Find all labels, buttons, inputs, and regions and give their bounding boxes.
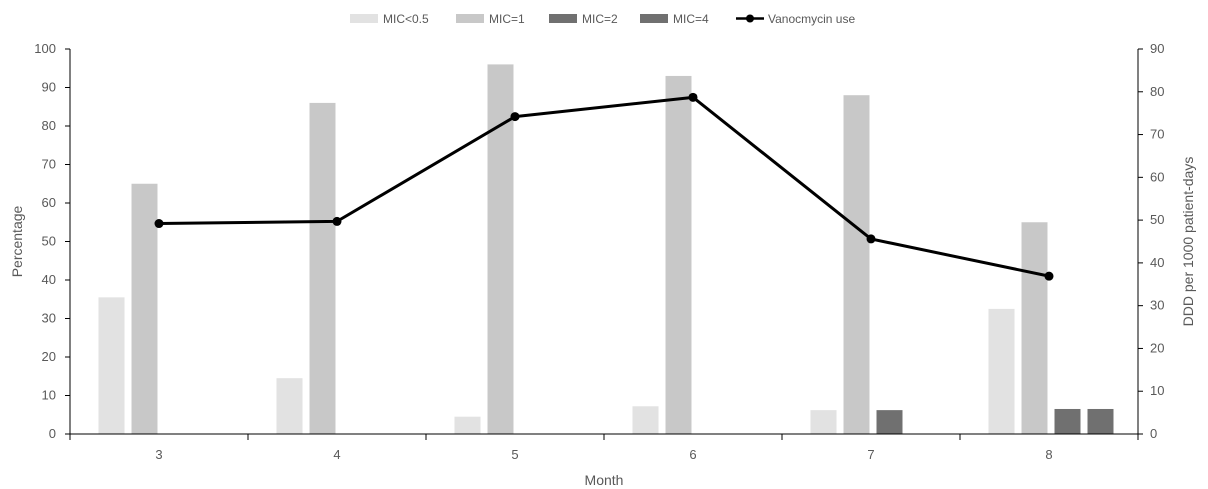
bar-mic-1 bbox=[309, 102, 336, 435]
y-tick-label: 90 bbox=[42, 80, 56, 95]
legend-label: MIC=4 bbox=[673, 12, 709, 26]
y-tick-label: 80 bbox=[42, 118, 56, 133]
bar-mic-1 bbox=[131, 183, 158, 434]
y-tick-label: 20 bbox=[42, 349, 56, 364]
line-point bbox=[1044, 271, 1054, 281]
legend-swatch bbox=[549, 14, 577, 23]
bar-mic-0-5 bbox=[988, 308, 1015, 434]
x-tick-label: 3 bbox=[155, 447, 162, 462]
ticks-layer: 0 10 20 30 40 50 60 70 80 90 100 0 10 20 30 40 50 60 70 80 9… bbox=[34, 41, 1164, 462]
legend-marker bbox=[746, 14, 754, 23]
x-tick-label: 4 bbox=[333, 447, 340, 462]
y2-tick-label: 90 bbox=[1150, 41, 1164, 56]
line-point bbox=[510, 112, 520, 122]
legend-swatch bbox=[456, 14, 484, 23]
y2-tick-label: 0 bbox=[1150, 426, 1157, 441]
bar-mic-4 bbox=[1087, 408, 1114, 434]
bar-mic-1 bbox=[843, 95, 870, 434]
legend-swatch bbox=[640, 14, 668, 23]
bar-mic-1 bbox=[665, 75, 692, 434]
y-tick-label: 50 bbox=[42, 234, 56, 249]
legend: MIC<0.5 MIC=1 MIC=2 MIC=4 Vanocmycin use bbox=[350, 12, 855, 26]
x-axis-title: Month bbox=[585, 472, 624, 488]
legend-swatch bbox=[350, 14, 378, 23]
y2-tick-label: 20 bbox=[1150, 340, 1164, 355]
bars-layer bbox=[98, 64, 1114, 435]
y-tick-label: 0 bbox=[49, 426, 56, 441]
line-point bbox=[866, 234, 876, 244]
y-tick-label: 70 bbox=[42, 157, 56, 172]
bar-mic-2 bbox=[876, 410, 903, 434]
y-tick-label: 100 bbox=[34, 41, 56, 56]
bar-mic-0-5 bbox=[98, 297, 125, 434]
y2-tick-label: 50 bbox=[1150, 212, 1164, 227]
line-point bbox=[332, 216, 342, 226]
legend-label: MIC=2 bbox=[582, 12, 618, 26]
bar-mic-0-5 bbox=[276, 378, 303, 434]
y2-tick-label: 70 bbox=[1150, 127, 1164, 142]
y2-tick-label: 10 bbox=[1150, 383, 1164, 398]
line-vancomycin-use bbox=[158, 95, 1050, 278]
y-axis-title: Percentage bbox=[9, 205, 25, 277]
legend-label: MIC<0.5 bbox=[383, 12, 429, 26]
line-point bbox=[154, 219, 164, 229]
y2-tick-label: 60 bbox=[1150, 169, 1164, 184]
x-tick-label: 5 bbox=[511, 447, 518, 462]
y2-tick-label: 40 bbox=[1150, 255, 1164, 270]
bar-mic-2 bbox=[1054, 408, 1081, 434]
x-tick-label: 7 bbox=[867, 447, 874, 462]
legend-label: Vanocmycin use bbox=[768, 12, 855, 26]
y2-axis-title: DDD per 1000 patient-days bbox=[1180, 157, 1196, 327]
bar-mic-0-5 bbox=[632, 406, 659, 434]
legend-label: MIC=1 bbox=[489, 12, 525, 26]
bar-mic-0-5 bbox=[454, 416, 481, 434]
y-tick-label: 10 bbox=[42, 388, 56, 403]
y2-tick-label: 80 bbox=[1150, 84, 1164, 99]
y-tick-label: 30 bbox=[42, 311, 56, 326]
y-tick-label: 60 bbox=[42, 195, 56, 210]
bar-mic-0-5 bbox=[810, 410, 837, 434]
bar-mic-1 bbox=[1021, 222, 1048, 434]
line-point bbox=[688, 92, 698, 102]
y2-tick-label: 30 bbox=[1150, 298, 1164, 313]
x-tick-label: 8 bbox=[1045, 447, 1052, 462]
x-tick-label: 6 bbox=[689, 447, 696, 462]
line-layer bbox=[154, 92, 1054, 281]
y-tick-label: 40 bbox=[42, 272, 56, 287]
